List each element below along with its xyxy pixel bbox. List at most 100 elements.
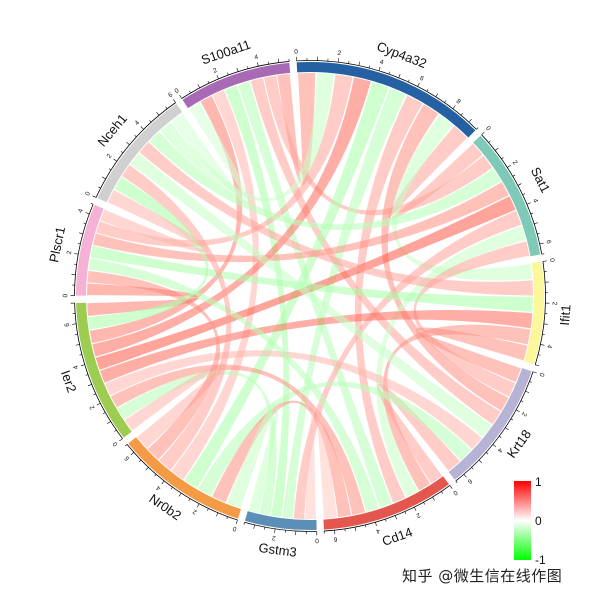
tick-mark — [253, 524, 255, 529]
tick-mark — [494, 147, 499, 151]
tick-mark — [134, 134, 137, 138]
tick-label: 2 — [551, 301, 558, 305]
tick-mark — [358, 61, 360, 66]
tick-mark — [404, 511, 407, 514]
tick-mark — [138, 459, 142, 462]
tick-mark — [534, 222, 539, 225]
tick-mark — [75, 344, 80, 346]
tick-label: 4 — [545, 344, 553, 349]
tick-mark — [119, 438, 123, 442]
tick-mark — [460, 113, 463, 116]
link-cd14-nr0b2 — [212, 400, 352, 518]
sector-axis-cd14 — [324, 485, 451, 532]
tick-label: 0 — [451, 489, 458, 497]
legend-tick-max: 1 — [535, 475, 542, 489]
tick-mark — [444, 100, 447, 103]
tick-mark — [125, 444, 128, 447]
tick-label: 2 — [511, 159, 519, 166]
tick-mark — [520, 400, 524, 402]
tick-mark — [417, 82, 420, 87]
sector-label-cd14: Cd14 — [380, 524, 414, 549]
link-sat1-plscr1 — [92, 182, 509, 263]
tick-mark — [452, 105, 456, 109]
tick-mark — [499, 435, 502, 438]
link-ier2-plscr1 — [87, 283, 199, 316]
tick-mark — [529, 381, 532, 383]
tick-mark — [501, 157, 504, 160]
tick-mark — [90, 202, 94, 205]
tick-mark — [485, 452, 489, 455]
tick-label: 4 — [379, 59, 385, 67]
sector-arc-plscr1 — [76, 204, 104, 296]
sector-axis-krt18 — [455, 371, 534, 482]
tick-label: 6 — [418, 75, 425, 83]
tick-mark — [435, 93, 439, 98]
tick-label: 0 — [84, 190, 92, 197]
link-plscr1-nceh1 — [100, 189, 209, 252]
tick-mark — [243, 522, 245, 525]
link-cyp4a32-nceh1 — [160, 73, 335, 202]
tick-mark — [378, 66, 381, 71]
sector-arc-gstm3 — [244, 511, 317, 530]
tick-mark — [510, 418, 514, 421]
links-layer — [87, 72, 533, 519]
tick-mark — [207, 80, 210, 84]
tick-mark — [197, 84, 200, 89]
tick-mark — [207, 508, 209, 511]
link-nr0b2-plscr1 — [87, 270, 220, 460]
sector-axis-sat1 — [481, 134, 543, 255]
link-sat1-ier2 — [95, 196, 516, 370]
link-ier2-nceh1 — [87, 177, 209, 330]
tick-label: 2 — [337, 50, 342, 57]
tick-label: 4 — [134, 119, 142, 127]
sector-plscr1: 0 2 4 Plscr1 — [46, 202, 104, 297]
tick-mark — [476, 127, 479, 130]
tick-label: 2 — [191, 507, 198, 515]
sector-axis-ifit1 — [534, 261, 546, 365]
tick-label: 4 — [72, 364, 80, 370]
tick-label: 2 — [66, 250, 74, 255]
tick-mark — [394, 515, 397, 520]
tick-mark — [80, 364, 85, 367]
tick-mark — [441, 491, 443, 494]
tick-mark — [74, 253, 79, 255]
tick-label: 0 — [111, 440, 119, 447]
sector-axis-cyp4a32 — [296, 60, 477, 130]
sector-axis-nceh1 — [95, 102, 176, 198]
link-cyp4a32-ifit1 — [391, 114, 533, 281]
tick-mark — [130, 452, 135, 456]
tick-label: 4 — [77, 208, 85, 214]
legend-tick-mid: 0 — [535, 514, 542, 528]
tick-mark — [216, 512, 219, 517]
tick-mark — [398, 74, 401, 78]
sector-ifit1: 0 2 4 Ifit1 — [524, 258, 573, 367]
color-legend: 1 0 -1 — [514, 475, 546, 567]
tick-mark — [108, 168, 112, 171]
sector-label-gstm3: Gstm3 — [258, 540, 298, 560]
sector-axis-gstm3 — [244, 521, 317, 532]
sector-arc-ier2 — [76, 302, 132, 438]
tick-mark — [449, 485, 453, 489]
tick-label: 2 — [415, 511, 422, 519]
tick-mark — [140, 126, 144, 130]
tick-mark — [126, 141, 130, 145]
tick-mark — [385, 519, 387, 522]
tick-mark — [516, 409, 520, 413]
tick-mark — [79, 354, 82, 356]
tick-mark — [179, 94, 182, 99]
tick-mark — [145, 467, 149, 471]
tick-mark — [277, 58, 280, 63]
watermark: 知乎 @微生信在线作图 — [402, 567, 563, 585]
tick-mark — [432, 496, 435, 501]
sector-arc-cd14 — [323, 476, 449, 530]
sector-axis-nr0b2 — [126, 444, 238, 521]
tick-mark — [478, 459, 483, 464]
tick-label: 0 — [315, 537, 319, 544]
link-ifit1-cd14 — [382, 324, 531, 491]
tick-label: 6 — [167, 91, 174, 99]
sector-axis-s100a11 — [181, 61, 290, 99]
tick-mark — [247, 66, 249, 69]
tick-mark — [170, 487, 173, 490]
tick-label: 6 — [333, 535, 338, 542]
tick-label: 0 — [232, 524, 238, 532]
